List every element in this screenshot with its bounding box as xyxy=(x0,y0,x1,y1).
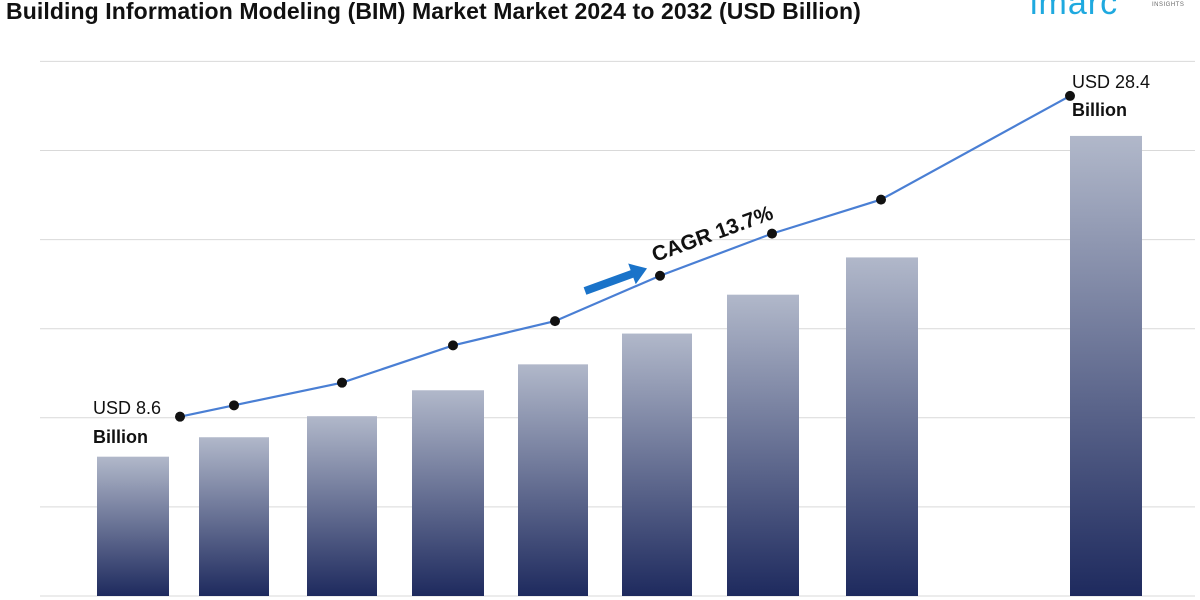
bar-2 xyxy=(199,437,269,596)
bar-1 xyxy=(97,456,169,596)
bar-8 xyxy=(846,257,918,596)
trend-point-2 xyxy=(229,400,239,411)
trend-point-6 xyxy=(655,270,665,281)
trend-points xyxy=(175,90,1075,422)
trend-point-8 xyxy=(876,194,886,205)
chart-title: Building Information Modeling (BIM) Mark… xyxy=(6,0,861,24)
start-value-unit-label: Billion xyxy=(93,427,148,447)
trend-point-7 xyxy=(767,228,777,239)
bar-3 xyxy=(307,416,377,596)
end-value-label: USD 28.4 xyxy=(1072,72,1150,92)
end-value-unit-label: Billion xyxy=(1072,100,1127,120)
bar-6 xyxy=(622,333,692,596)
brand-name: imarc xyxy=(1030,0,1119,22)
trend-point-3 xyxy=(337,377,347,388)
trend-point-4 xyxy=(448,340,458,351)
start-value-label: USD 8.6 xyxy=(93,398,161,418)
cagr-arrow-shaft xyxy=(583,269,636,295)
brand-tagline: INSIGHTS xyxy=(1152,2,1185,8)
bar-9 xyxy=(1070,135,1142,597)
trend-point-9 xyxy=(1065,90,1075,101)
bar-5 xyxy=(518,364,588,596)
cagr-arrow-head xyxy=(628,263,648,285)
trend-point-5 xyxy=(550,316,560,327)
trend-point-1 xyxy=(175,411,185,422)
brand-logo: imarc INSIGHTS xyxy=(1030,0,1200,20)
cagr-arrow xyxy=(583,263,648,295)
bars xyxy=(97,135,1142,597)
bar-7 xyxy=(727,294,799,596)
bar-4 xyxy=(412,390,484,596)
